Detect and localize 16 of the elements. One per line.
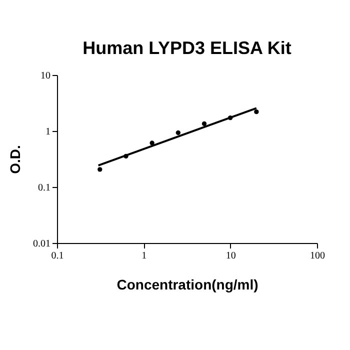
point bbox=[150, 140, 154, 146]
point bbox=[176, 130, 180, 136]
y-axis-title: O.D. bbox=[7, 145, 23, 174]
x-axis-title: Concentration(ng/ml) bbox=[116, 276, 258, 292]
chart-title: Human LYPD3 ELISA Kit bbox=[82, 38, 292, 58]
point bbox=[254, 109, 259, 114]
y-tick-label: 0.01 bbox=[33, 238, 50, 250]
y-tick-label: 0.1 bbox=[38, 182, 50, 194]
y-tick-label: 10 bbox=[40, 70, 50, 82]
x-tick-label: 1 bbox=[142, 250, 147, 262]
point bbox=[202, 121, 207, 126]
x-tick-label: 100 bbox=[310, 250, 325, 262]
y-tick-label: 1 bbox=[46, 126, 50, 138]
x-tick-label: 0.1 bbox=[51, 250, 64, 262]
point bbox=[98, 167, 102, 172]
x-tick-label: 10 bbox=[226, 250, 236, 262]
